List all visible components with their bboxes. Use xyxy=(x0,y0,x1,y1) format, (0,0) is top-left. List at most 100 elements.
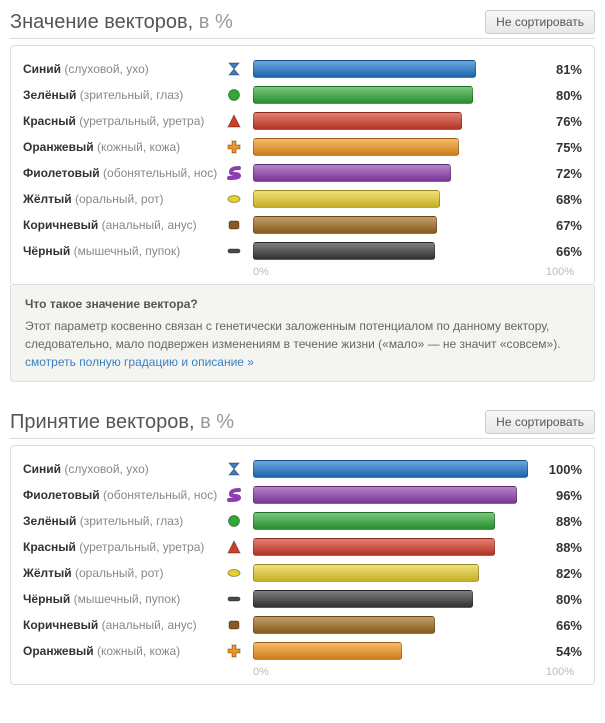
bar-fill xyxy=(253,138,459,156)
row-label: Оранжевый (кожный, кожа) xyxy=(23,644,223,658)
info-text: Этот параметр косвенно связан с генетиче… xyxy=(25,319,561,351)
vector-sub: (уретральный, уретра) xyxy=(79,540,204,554)
bar-row: Синий (слуховой, ухо) 81% xyxy=(23,56,582,82)
bar-track xyxy=(253,616,528,634)
info-box: Что такое значение вектора? Этот парамет… xyxy=(10,285,595,382)
row-label: Синий (слуховой, ухо) xyxy=(23,62,223,76)
bar-track xyxy=(253,538,528,556)
percent-value: 75% xyxy=(536,140,582,155)
bar-row: Красный (уретральный, уретра) 88% xyxy=(23,534,582,560)
chart-panel: Синий (слуховой, ухо) 81% Зелёный (зрите… xyxy=(10,45,595,285)
orange-icon xyxy=(223,643,245,659)
axis-labels: 0% 100% xyxy=(23,666,582,678)
row-label: Оранжевый (кожный, кожа) xyxy=(23,140,223,154)
vector-sub: (оральный, рот) xyxy=(75,192,163,206)
vector-name: Жёлтый xyxy=(23,192,72,206)
bar-row: Зелёный (зрительный, глаз) 88% xyxy=(23,508,582,534)
violet-icon xyxy=(223,487,245,503)
vector-sub: (обонятельный, нос) xyxy=(103,166,217,180)
vector-name: Красный xyxy=(23,114,76,128)
bar-track xyxy=(253,138,528,156)
red-icon xyxy=(223,113,245,129)
vector-name: Зелёный xyxy=(23,88,76,102)
black-icon xyxy=(223,591,245,607)
bar-fill xyxy=(253,538,495,556)
vector-sub: (зрительный, глаз) xyxy=(80,514,184,528)
bar-track xyxy=(253,242,528,260)
bar-fill xyxy=(253,512,495,530)
section-title: Значение векторов, в % xyxy=(10,11,233,34)
vector-sub: (мышечный, пупок) xyxy=(74,244,181,258)
row-label: Коричневый (анальный, анус) xyxy=(23,618,223,632)
vector-name: Коричневый xyxy=(23,618,98,632)
green-icon xyxy=(223,513,245,529)
chart-section: Принятие векторов, в % Не сортировать Си… xyxy=(10,410,595,685)
row-label: Красный (уретральный, уретра) xyxy=(23,114,223,128)
vector-name: Оранжевый xyxy=(23,140,94,154)
blue-icon xyxy=(223,461,245,477)
bar-row: Коричневый (анальный, анус) 66% xyxy=(23,612,582,638)
section-title: Принятие векторов, в % xyxy=(10,411,234,434)
bar-row: Чёрный (мышечный, пупок) 80% xyxy=(23,586,582,612)
percent-value: 76% xyxy=(536,114,582,129)
bar-track xyxy=(253,512,528,530)
percent-value: 72% xyxy=(536,166,582,181)
bar-track xyxy=(253,190,528,208)
vector-name: Чёрный xyxy=(23,592,70,606)
sort-button[interactable]: Не сортировать xyxy=(485,10,595,34)
bar-row: Чёрный (мышечный, пупок) 66% xyxy=(23,238,582,264)
bar-track xyxy=(253,86,528,104)
sort-button[interactable]: Не сортировать xyxy=(485,410,595,434)
vector-sub: (анальный, анус) xyxy=(102,618,197,632)
bar-track xyxy=(253,164,528,182)
vector-name: Красный xyxy=(23,540,76,554)
bar-track xyxy=(253,216,528,234)
axis-max: 100% xyxy=(536,666,582,678)
vector-sub: (анальный, анус) xyxy=(102,218,197,232)
section-header: Принятие векторов, в % Не сортировать xyxy=(10,410,595,439)
chart-panel: Синий (слуховой, ухо) 100% Фиолетовый (о… xyxy=(10,445,595,685)
bar-track xyxy=(253,60,528,78)
bar-row: Фиолетовый (обонятельный, нос) 72% xyxy=(23,160,582,186)
vector-sub: (обонятельный, нос) xyxy=(103,488,217,502)
vector-sub: (слуховой, ухо) xyxy=(64,462,148,476)
row-label: Синий (слуховой, ухо) xyxy=(23,462,223,476)
percent-value: 96% xyxy=(536,488,582,503)
bar-track xyxy=(253,590,528,608)
section-header: Значение векторов, в % Не сортировать xyxy=(10,10,595,39)
vector-name: Фиолетовый xyxy=(23,488,100,502)
bar-fill xyxy=(253,564,479,582)
vector-name: Фиолетовый xyxy=(23,166,100,180)
bar-track xyxy=(253,112,528,130)
vector-sub: (уретральный, уретра) xyxy=(79,114,204,128)
bar-fill xyxy=(253,486,517,504)
orange-icon xyxy=(223,139,245,155)
percent-value: 81% xyxy=(536,62,582,77)
bar-fill xyxy=(253,190,440,208)
bar-fill xyxy=(253,590,473,608)
bar-fill xyxy=(253,616,435,634)
bar-fill xyxy=(253,216,437,234)
percent-value: 88% xyxy=(536,540,582,555)
yellow-icon xyxy=(223,565,245,581)
vector-name: Зелёный xyxy=(23,514,76,528)
percent-value: 66% xyxy=(536,244,582,259)
axis-labels: 0% 100% xyxy=(23,266,582,278)
bar-fill xyxy=(253,86,473,104)
bar-row: Оранжевый (кожный, кожа) 75% xyxy=(23,134,582,160)
vector-sub: (слуховой, ухо) xyxy=(64,62,148,76)
percent-value: 67% xyxy=(536,218,582,233)
vector-sub: (зрительный, глаз) xyxy=(80,88,184,102)
bar-track xyxy=(253,642,528,660)
vector-name: Коричневый xyxy=(23,218,98,232)
brown-icon xyxy=(223,217,245,233)
bar-row: Синий (слуховой, ухо) 100% xyxy=(23,456,582,482)
row-label: Чёрный (мышечный, пупок) xyxy=(23,592,223,606)
bar-row: Красный (уретральный, уретра) 76% xyxy=(23,108,582,134)
vector-name: Оранжевый xyxy=(23,644,94,658)
percent-value: 80% xyxy=(536,88,582,103)
row-label: Зелёный (зрительный, глаз) xyxy=(23,514,223,528)
vector-name: Синий xyxy=(23,462,61,476)
info-link[interactable]: смотреть полную градацию и описание » xyxy=(25,355,254,369)
row-label: Красный (уретральный, уретра) xyxy=(23,540,223,554)
